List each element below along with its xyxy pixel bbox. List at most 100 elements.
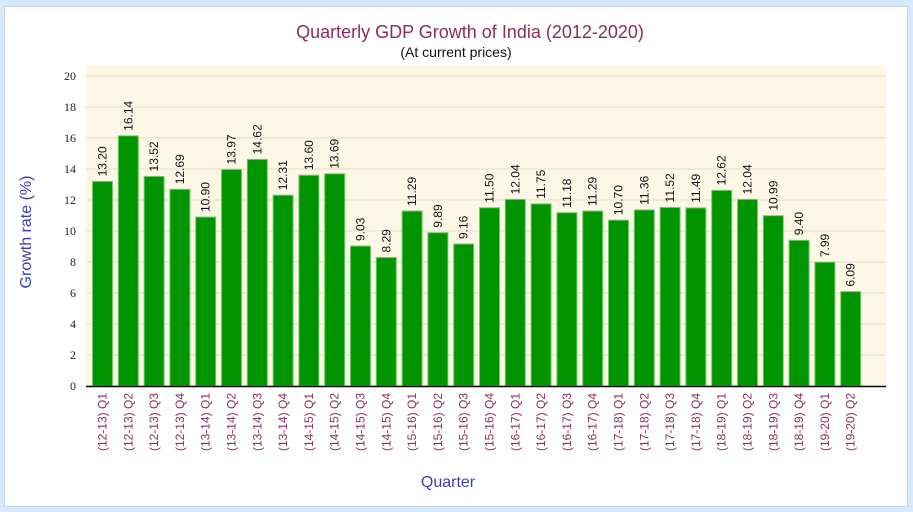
data-label: 6.09: [844, 263, 858, 287]
bar: [221, 168, 242, 387]
x-tick-label: (12-13) Q4: [173, 393, 187, 451]
bar: [92, 180, 113, 387]
bar: [427, 232, 449, 387]
x-tick-label: (16-17) Q2: [534, 393, 548, 451]
x-tick-label: (13-14) Q3: [250, 393, 264, 451]
data-label: 14.62: [250, 124, 264, 154]
x-tick-label: (16-17) Q1: [508, 393, 522, 451]
bar: [762, 215, 784, 387]
bar: [350, 245, 371, 387]
x-tick-label: (17-18) Q1: [612, 393, 626, 451]
bar: [143, 175, 165, 387]
bar: [556, 212, 578, 387]
x-tick-label: (15-16) Q3: [457, 393, 471, 451]
data-label: 11.18: [560, 178, 574, 207]
x-tick-label: (15-16) Q2: [431, 393, 445, 451]
data-label: 12.04: [508, 164, 522, 194]
bar: [117, 135, 139, 387]
bar: [401, 210, 423, 387]
data-labels: 13.20 16.14 13.52 12.69 10.90 13.97 14.62 12.31…: [96, 100, 858, 286]
data-label: 13.97: [225, 134, 239, 164]
data-label: 9.16: [457, 215, 471, 239]
y-tick-label: 0: [70, 379, 76, 393]
x-axis-title: Quarter: [421, 474, 476, 491]
y-tick-label: 6: [70, 286, 76, 300]
y-tick-label: 2: [70, 348, 76, 362]
x-tick-label: (17-18) Q4: [689, 393, 703, 451]
y-tick-label: 12: [64, 193, 76, 207]
x-tick-label: (15-16) Q1: [405, 393, 419, 451]
x-tick-label: (18-19) Q2: [741, 393, 755, 451]
bar: [582, 210, 604, 387]
data-label: 12.31: [276, 160, 290, 190]
data-label: 11.49: [689, 173, 703, 202]
data-label: 16.14: [121, 100, 135, 130]
bar: [479, 207, 500, 387]
y-axis-ticks: 0 2 4 6 8 10 12 14 16 18 20: [64, 69, 76, 393]
bar: [375, 257, 397, 387]
bar: [169, 188, 191, 387]
x-tick-label: (14-15) Q3: [354, 393, 368, 451]
x-tick-label: (14-15) Q1: [302, 393, 316, 451]
y-tick-label: 8: [70, 255, 76, 269]
y-tick-label: 4: [70, 317, 76, 331]
x-tick-label: (19-20) Q1: [818, 393, 832, 451]
bar: [298, 174, 320, 387]
bar: [608, 219, 629, 387]
y-axis-title: Growth rate (%): [18, 176, 35, 289]
bar: [324, 173, 346, 387]
data-label: 12.62: [715, 155, 729, 185]
data-label: 10.70: [612, 185, 626, 215]
y-tick-label: 18: [64, 100, 76, 114]
bar: [246, 158, 268, 387]
chart-subtitle: (At current prices): [400, 44, 511, 60]
x-tick-label: (16-17) Q4: [586, 393, 600, 451]
data-label: 10.99: [766, 180, 780, 210]
x-tick-label: (16-17) Q3: [560, 393, 574, 451]
x-tick-label: (18-19) Q3: [766, 393, 780, 451]
data-label: 8.29: [379, 229, 393, 253]
x-tick-label: (13-14) Q2: [225, 393, 239, 451]
x-tick-label: (14-15) Q4: [379, 393, 393, 451]
bar: [530, 203, 552, 387]
bar: [633, 209, 655, 387]
data-label: 13.60: [302, 140, 316, 170]
data-label: 12.69: [173, 154, 187, 184]
y-tick-label: 10: [64, 224, 76, 238]
y-tick-label: 20: [64, 69, 76, 83]
data-label: 9.89: [431, 204, 445, 228]
data-label: 7.99: [818, 233, 832, 257]
data-label: 11.29: [405, 177, 419, 206]
bar: [685, 207, 707, 387]
x-tick-label: (13-14) Q4: [276, 393, 290, 451]
x-tick-label: (12-13) Q1: [96, 393, 110, 451]
x-axis-ticks: (12-13) Q1 (12-13) Q2 (12-13) Q3 (12-13) Q4…: [96, 393, 858, 451]
bar: [504, 198, 526, 387]
bar: [840, 291, 862, 387]
bar: [453, 243, 475, 387]
chart-title: Quarterly GDP Growth of India (2012-2020…: [296, 22, 644, 42]
bar: [814, 261, 836, 387]
x-tick-label: (17-18) Q2: [637, 393, 651, 451]
data-label: 9.40: [792, 212, 806, 236]
data-label: 11.36: [637, 175, 651, 204]
y-tick-label: 14: [64, 162, 76, 176]
x-tick-label: (12-13) Q3: [147, 393, 161, 451]
bar: [788, 239, 810, 387]
y-tick-label: 16: [64, 131, 76, 145]
x-tick-label: (18-19) Q4: [792, 393, 806, 451]
bars: [92, 135, 862, 387]
bar: [195, 216, 217, 387]
x-tick-label: (14-15) Q2: [328, 393, 342, 451]
data-label: 11.75: [534, 169, 548, 198]
x-tick-label: (18-19) Q1: [715, 393, 729, 451]
data-label: 13.20: [96, 146, 110, 176]
bar: [272, 194, 294, 387]
data-label: 11.29: [586, 177, 600, 206]
bar: [737, 198, 758, 387]
data-label: 11.50: [483, 173, 497, 202]
data-label: 12.04: [741, 164, 755, 194]
bar: [659, 206, 681, 387]
x-tick-label: (12-13) Q2: [121, 393, 135, 451]
